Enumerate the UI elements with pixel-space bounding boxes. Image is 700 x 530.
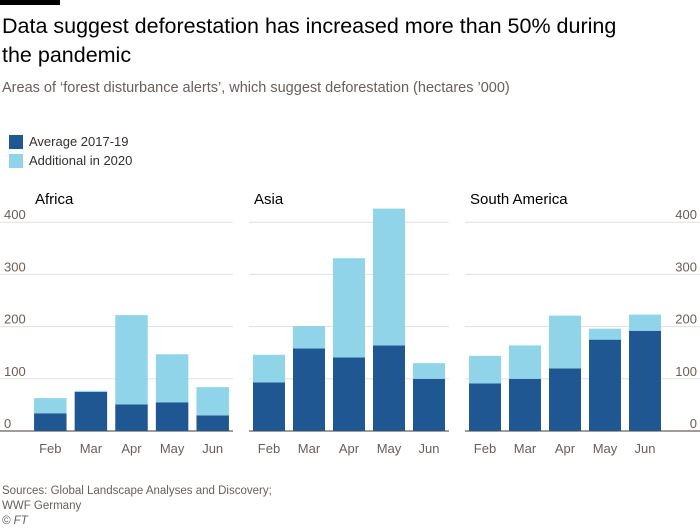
africa-bar-may-average <box>155 402 189 431</box>
south-america-ytick-100: 100 <box>675 364 697 379</box>
south-america-bar-jun-additional <box>629 314 661 331</box>
africa-bar-jun-average <box>196 415 229 431</box>
africa-xtick-apr: Apr <box>121 441 142 456</box>
africa-xtick-mar: Mar <box>80 441 103 456</box>
africa-xtick-jun: Jun <box>202 441 223 456</box>
legend-label-additional: Additional in 2020 <box>29 153 133 168</box>
asia-bar-apr-average <box>333 357 365 431</box>
chart-panels: Africa 0 100 200 300 400 Feb Mar Apr May Jun Asia Fe… <box>0 191 700 456</box>
asia-bar-jun-average <box>413 378 445 431</box>
africa-bar-apr-average <box>115 404 148 431</box>
asia-bar-mar-average <box>293 348 325 431</box>
asia-bar-feb-average <box>253 382 285 431</box>
africa-bar-feb-average <box>34 413 67 431</box>
legend-swatch-additional <box>9 153 23 168</box>
south-america-bar-apr-average <box>549 368 581 431</box>
source-line-2: WWF Germany <box>2 500 82 512</box>
south-america-panel-title: South America <box>470 191 568 208</box>
africa-panel-title: Africa <box>35 191 74 208</box>
south-america-bar-mar-average <box>509 378 541 431</box>
africa-ytick-400: 400 <box>4 207 26 222</box>
africa-bar-mar-additional <box>74 390 108 392</box>
south-america-xtick-apr: Apr <box>555 441 576 456</box>
asia-xtick-may: May <box>377 441 402 456</box>
asia-bar-mar-additional <box>293 326 325 349</box>
africa-bar-apr-additional <box>115 315 148 405</box>
legend: Average 2017-19 Additional in 2020 <box>9 132 132 170</box>
south-america-bar-may-additional <box>589 328 621 340</box>
asia-bar-apr-additional <box>333 258 365 358</box>
south-america-bar-mar-additional <box>509 345 541 379</box>
south-america-bar-apr-additional <box>549 315 581 369</box>
africa-bar-may-additional <box>155 354 189 403</box>
africa-xtick-feb: Feb <box>39 441 61 456</box>
asia-xtick-jun: Jun <box>419 441 440 456</box>
legend-label-average: Average 2017-19 <box>29 134 129 149</box>
asia-xtick-mar: Mar <box>298 441 321 456</box>
source-line-1: Sources: Global Landscape Analyses and D… <box>2 485 272 497</box>
asia-xtick-apr: Apr <box>339 441 360 456</box>
south-america-xtick-mar: Mar <box>514 441 537 456</box>
africa-xtick-may: May <box>160 441 185 456</box>
south-america-xtick-feb: Feb <box>474 441 496 456</box>
africa-ytick-0: 0 <box>4 416 11 431</box>
south-america-ytick-400: 400 <box>675 207 697 222</box>
africa-bar-mar-average <box>74 391 108 431</box>
asia-bar-jun-additional <box>413 363 445 379</box>
chart-title: Data suggest deforestation has increased… <box>2 14 617 67</box>
africa-ytick-200: 200 <box>4 312 26 327</box>
footer: Sources: Global Landscape Analyses and D… <box>2 484 272 529</box>
south-america-xtick-may: May <box>593 441 618 456</box>
chart-subtitle: Areas of ‘forest disturbance alerts’, wh… <box>2 80 510 96</box>
asia-bar-may-average <box>373 345 405 431</box>
legend-swatch-average <box>9 134 23 149</box>
south-america-bar-feb-average <box>469 383 501 431</box>
legend-item-average: Average 2017-19 <box>9 132 132 151</box>
south-america-bar-may-average <box>589 339 621 431</box>
africa-bar-feb-additional <box>34 398 67 414</box>
south-america-ytick-200: 200 <box>675 312 697 327</box>
asia-panel-title: Asia <box>254 191 284 208</box>
africa-bar-jun-additional <box>196 387 229 416</box>
south-america-xtick-jun: Jun <box>635 441 656 456</box>
africa-ytick-300: 300 <box>4 259 26 274</box>
legend-item-additional: Additional in 2020 <box>9 151 132 170</box>
asia-xtick-feb: Feb <box>258 441 280 456</box>
asia-bar-may-additional <box>373 208 405 346</box>
asia-bar-feb-additional <box>253 354 285 383</box>
south-america-bar-jun-average <box>629 330 661 431</box>
south-america-ytick-0: 0 <box>690 416 697 431</box>
south-america-bar-feb-additional <box>469 355 501 384</box>
africa-ytick-100: 100 <box>4 364 26 379</box>
south-america-ytick-300: 300 <box>675 259 697 274</box>
ft-top-bar <box>0 0 60 5</box>
copyright: © FT <box>2 515 28 527</box>
